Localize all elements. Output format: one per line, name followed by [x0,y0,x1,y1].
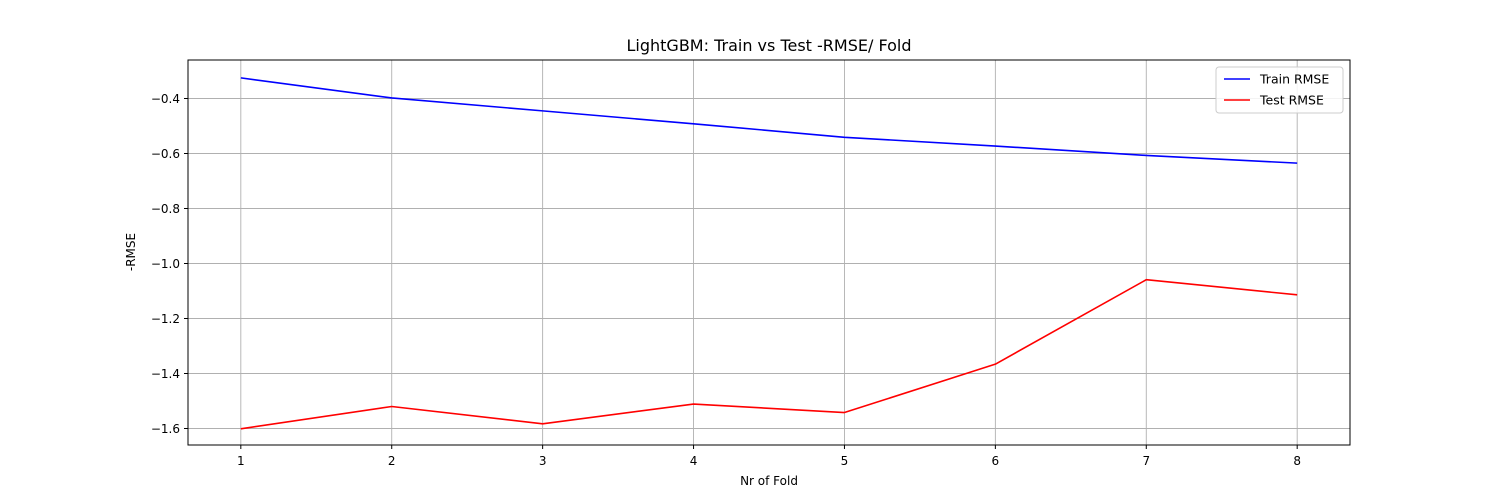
x-tick-label: 6 [992,454,1000,468]
chart-title: LightGBM: Train vs Test -RMSE/ Fold [626,36,911,55]
plot-frame [187,59,1351,446]
y-tick-label: −1.6 [151,422,180,436]
x-tick-label: 2 [388,454,396,468]
y-tick-label: −1.4 [151,367,180,381]
x-tick-label: 1 [237,454,245,468]
grid-lines [188,60,1350,445]
x-tick-label: 7 [1142,454,1150,468]
series-layer [240,77,1298,430]
legend-label-train-rmse: Train RMSE [1259,72,1329,87]
series-line-train-rmse [240,77,1298,164]
series-line-test-rmse [240,278,1298,430]
x-tick-label: 3 [539,454,547,468]
x-tick-label: 4 [690,454,698,468]
y-tick-label: −0.8 [151,202,180,216]
y-tick-label: −1.2 [151,312,180,326]
x-tick-label: 8 [1293,454,1301,468]
legend: Train RMSE Test RMSE [1215,66,1344,114]
y-tick-label: −1.0 [151,257,180,271]
y-tick-label: −0.6 [151,147,180,161]
x-tick-label: 5 [841,454,849,468]
legend-label-test-rmse: Test RMSE [1259,93,1324,108]
x-axis-label: Nr of Fold [740,474,798,488]
y-tick-label: −0.4 [151,92,180,106]
axis-ticks: 1 2 3 4 5 6 7 8 −1.6 −1.4 −1.2 −1.0 −0.8 −0.6 −0.4 [151,92,1301,468]
y-axis-label: -RMSE [124,233,138,271]
